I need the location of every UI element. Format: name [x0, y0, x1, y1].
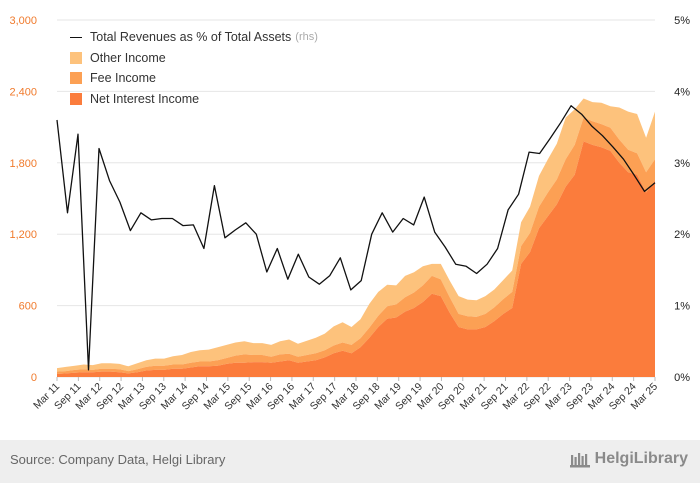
y-tick-label: 1,200 — [9, 229, 37, 241]
footer: Source: Company Data, Helgi Library Helg… — [0, 440, 700, 483]
area-net-interest-income — [57, 141, 655, 377]
legend-swatch-other — [70, 51, 82, 64]
legend-swatch-net-interest — [70, 92, 82, 105]
y2-tick-label: 5% — [674, 15, 690, 27]
legend-label: Total Revenues as % of Total Assets — [90, 30, 292, 45]
y-tick-label: 0 — [31, 372, 37, 384]
y2-tick-label: 3% — [674, 158, 690, 170]
y2-tick-label: 1% — [674, 301, 690, 313]
chart-svg: 06001,2001,8002,4003,0000%1%2%3%4%5%Mar … — [9, 15, 690, 413]
y2-tick-label: 2% — [674, 229, 690, 241]
y-tick-label: 600 — [19, 301, 37, 313]
legend-item-other-income: Other Income — [70, 48, 318, 69]
y2-tick-label: 4% — [674, 86, 690, 98]
brand-logo[interactable]: HelgiLibrary — [569, 449, 688, 469]
area-fee-income — [57, 117, 655, 374]
legend: Total Revenues as % of Total Assets (rhs… — [70, 27, 318, 109]
legend-label: Fee Income — [90, 71, 157, 86]
legend-note-rhs: (rhs) — [295, 31, 318, 44]
source-text: Source: Company Data, Helgi Library — [10, 452, 226, 467]
legend-item-net-interest-income: Net Interest Income — [70, 89, 318, 110]
y-tick-label: 3,000 — [9, 15, 37, 27]
library-icon — [569, 453, 590, 468]
brand-name: HelgiLibrary — [594, 450, 688, 467]
legend-line-swatch — [70, 36, 82, 38]
legend-label: Other Income — [90, 50, 166, 65]
y2-tick-label: 0% — [674, 372, 690, 384]
legend-label: Net Interest Income — [90, 91, 200, 106]
line-total-revenues — [56, 105, 656, 371]
legend-item-fee-income: Fee Income — [70, 68, 318, 89]
y-tick-label: 2,400 — [9, 86, 37, 98]
y-tick-label: 1,800 — [9, 158, 37, 170]
legend-swatch-fee — [70, 72, 82, 85]
chart-area: 0 600 1,200 1,800 2,400 3,000 0% 1% 2% 3% 4% 5% Mar … — [9, 15, 690, 413]
legend-item-total-revenues: Total Revenues as % of Total Assets (rhs… — [70, 27, 318, 48]
